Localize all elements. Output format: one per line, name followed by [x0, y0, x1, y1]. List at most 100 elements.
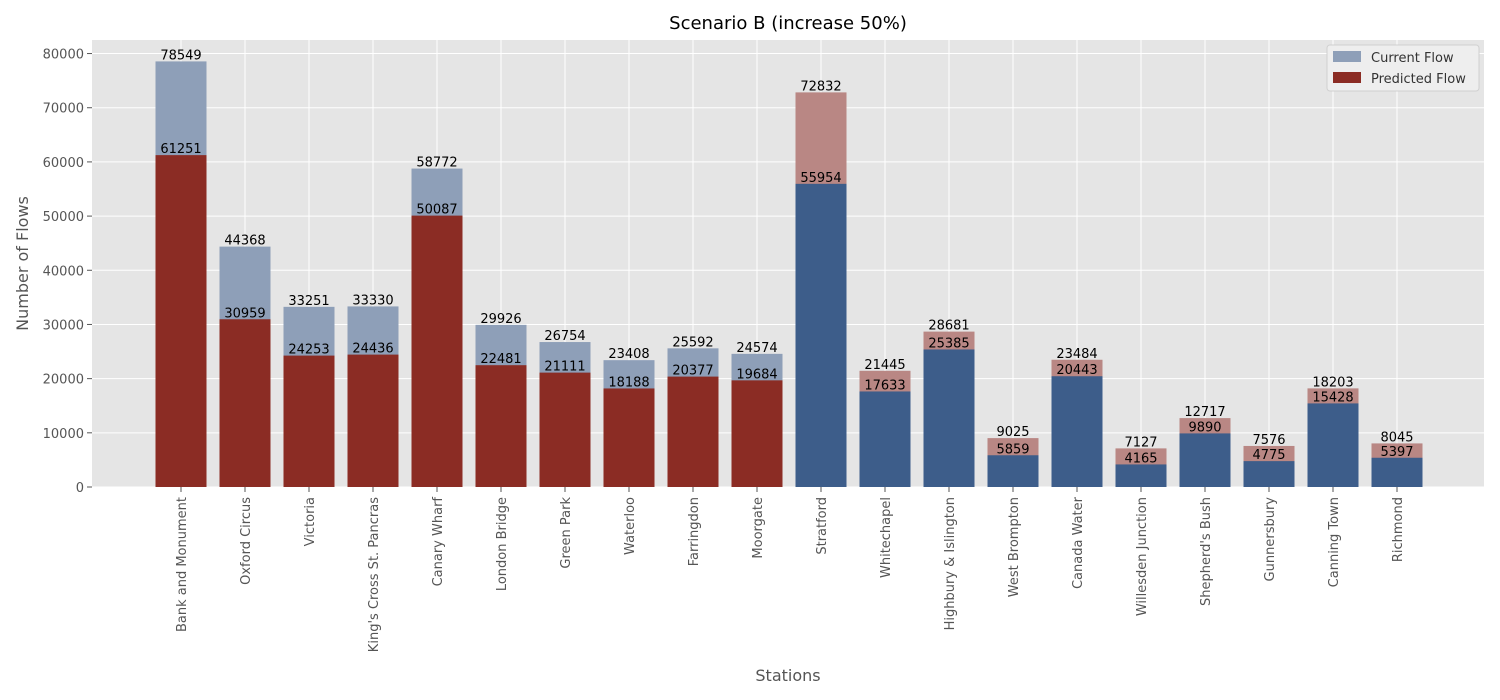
x-tick-label: Victoria [303, 497, 318, 546]
bar-value-label: 24436 [352, 342, 393, 357]
bar-value-label: 78549 [160, 48, 201, 63]
bar-predicted-flow [667, 376, 719, 487]
bar-value-label: 5859 [996, 442, 1029, 457]
bar-value-label: 9890 [1188, 420, 1221, 435]
bar-value-label: 72832 [800, 79, 841, 94]
bar-value-label: 23484 [1056, 347, 1097, 362]
legend-swatch-predicted-flow [1333, 72, 1361, 83]
bar-value-label: 25385 [928, 336, 969, 351]
bar-value-label: 4775 [1252, 448, 1285, 463]
bar-value-label: 9025 [996, 425, 1029, 440]
x-tick-label: London Bridge [495, 497, 510, 591]
bar-value-label: 58772 [416, 156, 457, 171]
bar-value-label: 18203 [1312, 375, 1353, 390]
x-tick-label: Canada Water [1071, 496, 1086, 589]
bar-value-labels: 78549 61251 44368 30959 33251 24253 33330 24436… [160, 48, 1413, 466]
legend-swatch-current-flow [1333, 51, 1361, 62]
bar-value-label: 33251 [288, 294, 329, 309]
x-tick-label: Willesden Junction [1135, 497, 1150, 616]
bar-value-label: 15428 [1312, 390, 1353, 405]
y-tick-label: 60000 [43, 156, 84, 171]
x-tick-label: Waterloo [623, 497, 638, 555]
bar-value-label: 50087 [416, 203, 457, 218]
y-tick-labels: 0 10000 20000 30000 40000 50000 60000 70000 8000… [43, 48, 92, 496]
bar-value-label: 44368 [224, 234, 265, 249]
y-tick-label: 30000 [43, 318, 84, 333]
bar-current-flow [1371, 457, 1423, 487]
bar-predicted-flow [283, 355, 335, 487]
bar-current-flow [923, 349, 975, 487]
bar-current-flow [1051, 376, 1103, 487]
x-tick-label: Canary Wharf [431, 497, 446, 587]
y-axis-label: Number of Flows [13, 196, 32, 331]
y-tick-label: 20000 [43, 373, 84, 388]
y-tick-label: 10000 [43, 427, 84, 442]
bar-predicted-flow [219, 319, 271, 487]
bars-group [155, 61, 1423, 488]
bar-value-label: 17633 [864, 378, 905, 393]
bar-predicted-flow [731, 380, 783, 487]
bar-predicted-flow [539, 372, 591, 487]
legend: Current Flow Predicted Flow [1326, 44, 1480, 92]
x-tick-label: Moorgate [751, 497, 766, 559]
x-tick-label: West Brompton [1007, 497, 1022, 597]
x-tick-label: Stratford [815, 497, 830, 555]
bar-value-label: 24253 [288, 343, 329, 358]
y-tick-label: 50000 [43, 210, 84, 225]
x-tick-labels: Bank and Monument Oxford Circus Victoria Ki… [175, 487, 1406, 652]
bar-value-label: 5397 [1380, 445, 1413, 460]
bar-value-label: 18188 [608, 375, 649, 390]
y-tick-label: 40000 [43, 264, 84, 279]
x-tick-label: Highbury & Islington [943, 497, 958, 630]
bar-value-label: 29926 [480, 312, 521, 327]
bar-predicted-flow [603, 388, 655, 487]
bar-current-flow [1307, 403, 1359, 487]
bar-value-label: 25592 [672, 335, 713, 350]
y-tick-label: 0 [76, 481, 84, 496]
bar-predicted-flow [475, 365, 527, 487]
bar-predicted-flow [155, 155, 207, 487]
bar-value-label: 22481 [480, 352, 521, 367]
bar-predicted-flow [347, 354, 399, 487]
y-tick-label: 70000 [43, 102, 84, 117]
x-tick-label: Farringdon [687, 497, 702, 566]
y-tick-label: 80000 [43, 48, 84, 63]
x-tick-label: Richmond [1391, 497, 1406, 562]
x-tick-label: Gunnersbury [1263, 497, 1278, 582]
bar-value-label: 7127 [1124, 435, 1157, 450]
bar-value-label: 61251 [160, 142, 201, 157]
chart-title: Scenario B (increase 50%) [669, 13, 907, 34]
bar-value-label: 19684 [736, 367, 777, 382]
bar-value-label: 8045 [1380, 430, 1413, 445]
x-tick-label: Bank and Monument [175, 497, 190, 632]
x-tick-label: Whitechapel [879, 497, 894, 578]
bar-value-label: 20443 [1056, 363, 1097, 378]
x-tick-label: Shepherd's Bush [1199, 497, 1214, 606]
bar-value-label: 26754 [544, 329, 585, 344]
bar-current-flow [1179, 433, 1231, 487]
x-axis-label: Stations [755, 666, 820, 685]
bar-predicted-flow [411, 215, 463, 488]
bar-value-label: 24574 [736, 341, 777, 356]
bar-value-label: 21445 [864, 358, 905, 373]
bar-value-label: 20377 [672, 364, 713, 379]
bar-value-label: 28681 [928, 319, 969, 334]
x-tick-label: King's Cross St. Pancras [367, 497, 382, 652]
bar-value-label: 23408 [608, 347, 649, 362]
legend-label-predicted-flow: Predicted Flow [1371, 72, 1466, 87]
bar-current-flow [795, 183, 847, 487]
bar-value-label: 12717 [1184, 405, 1225, 420]
bar-value-label: 4165 [1124, 451, 1157, 466]
bar-value-label: 55954 [800, 171, 841, 186]
legend-box [1326, 44, 1480, 92]
bar-current-flow [859, 391, 911, 487]
bar-value-label: 33330 [352, 293, 393, 308]
bar-value-label: 30959 [224, 306, 265, 321]
bar-value-label: 21111 [544, 360, 585, 375]
x-tick-label: Oxford Circus [239, 497, 254, 585]
x-tick-label: Green Park [559, 497, 574, 569]
bar-current-flow [1115, 464, 1167, 487]
x-tick-label: Canning Town [1327, 497, 1342, 587]
bar-current-flow [987, 455, 1039, 487]
